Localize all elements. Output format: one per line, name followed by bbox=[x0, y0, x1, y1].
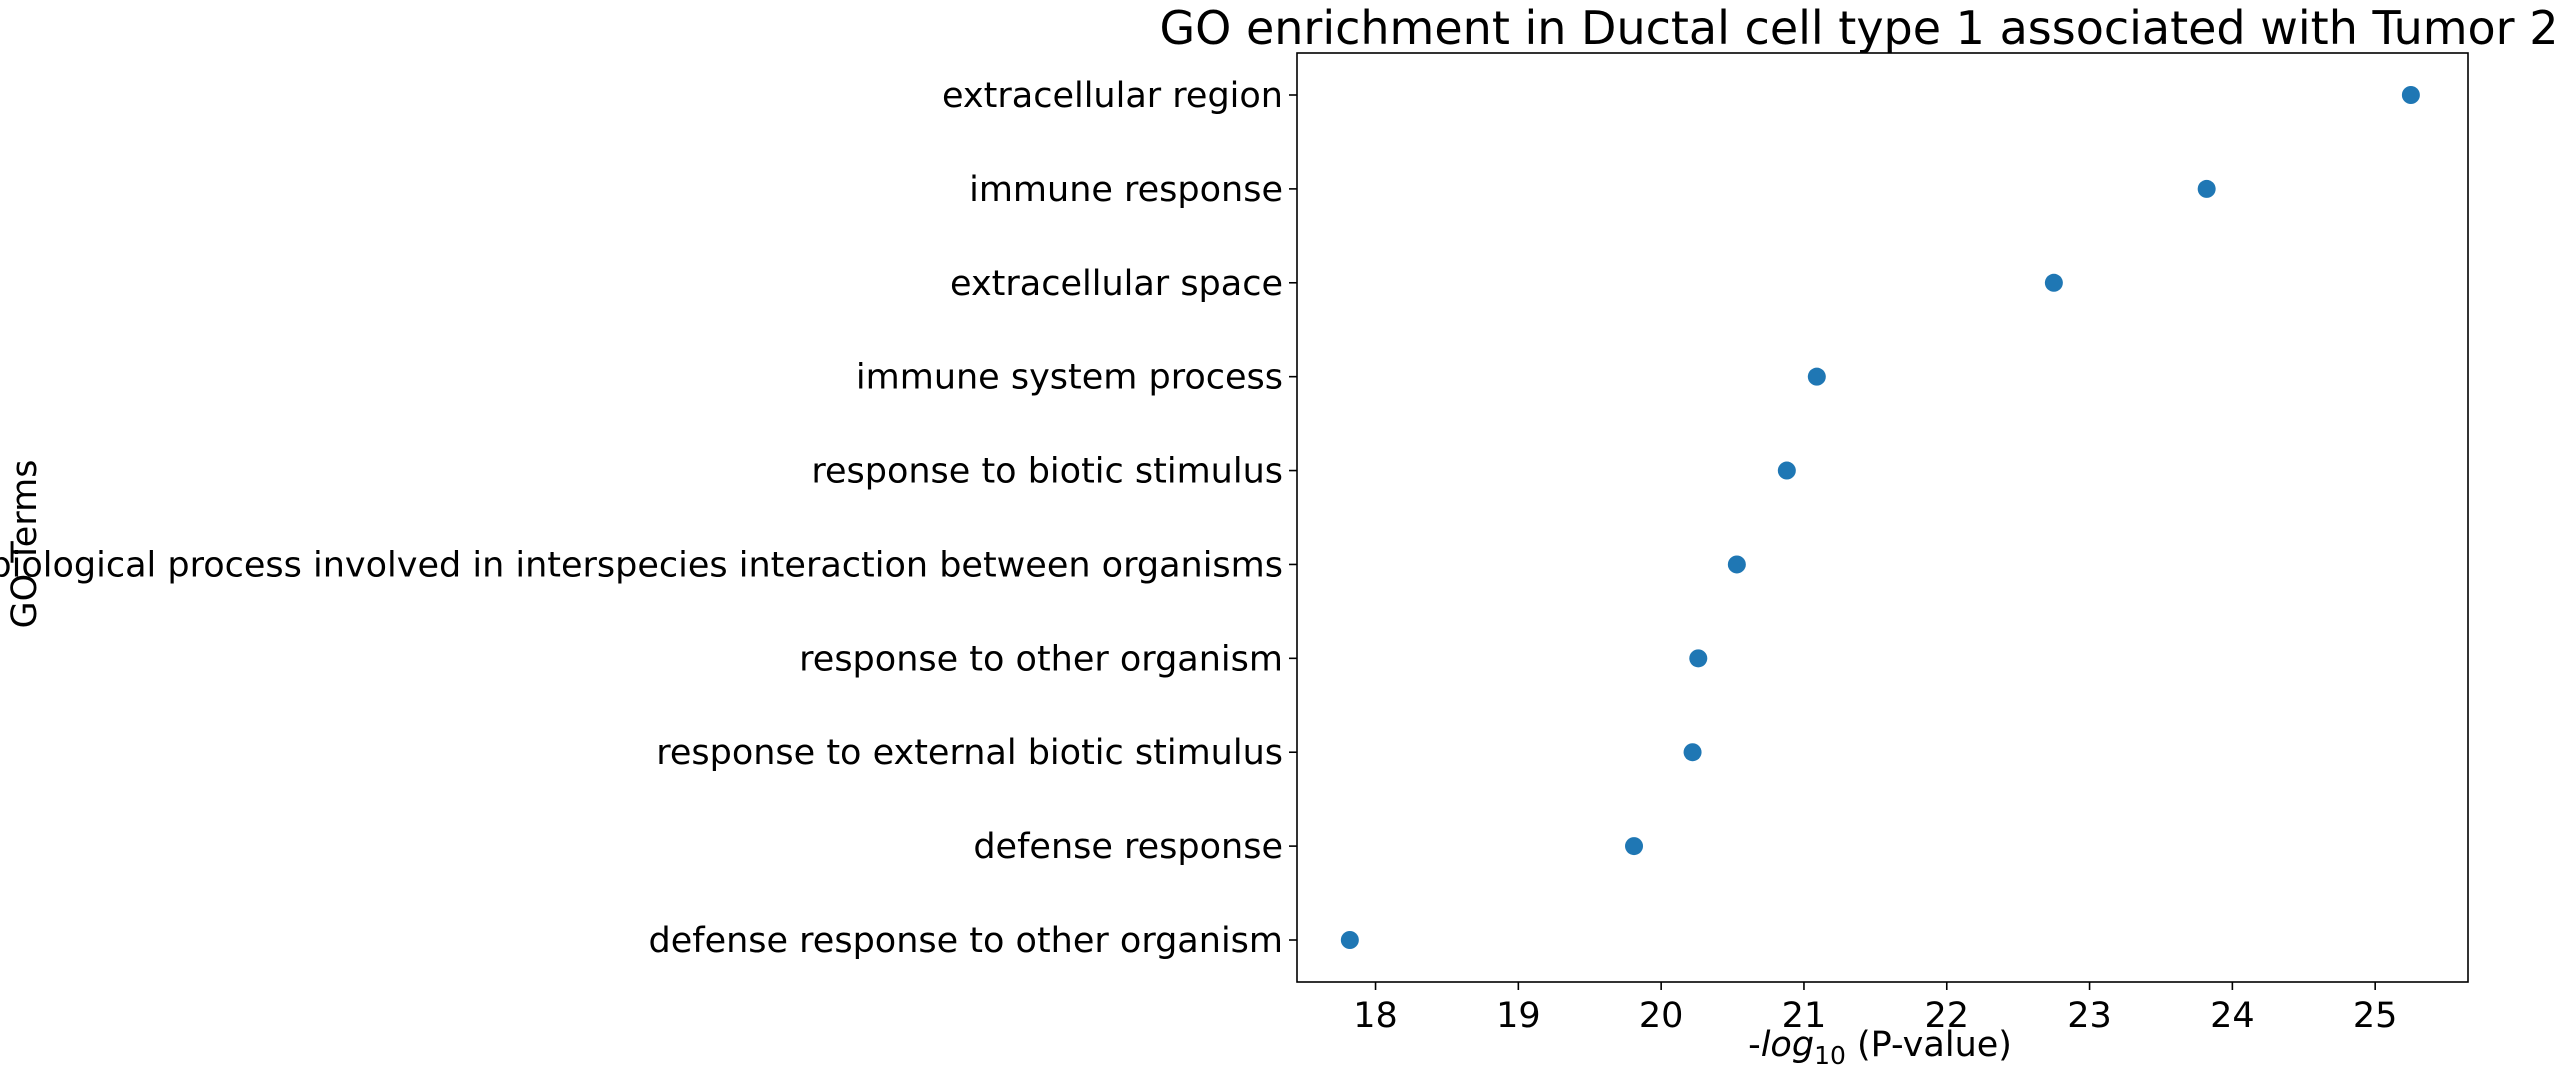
data-point bbox=[1340, 931, 1359, 949]
x-tick-label: 21 bbox=[1782, 996, 1827, 1036]
chart-title: GO enrichment in Ductal cell type 1 asso… bbox=[1159, 1, 2558, 55]
x-tick-label: 18 bbox=[1353, 996, 1398, 1036]
data-point bbox=[1625, 837, 1644, 856]
y-tick-label: extracellular space bbox=[950, 264, 1283, 304]
x-tick-label: 19 bbox=[1496, 996, 1541, 1036]
data-point bbox=[2044, 273, 2063, 292]
x-tick-label: 22 bbox=[1924, 996, 1969, 1036]
y-axis-label: GO Terms bbox=[5, 460, 45, 629]
x-axis-label-subscript: 10 bbox=[1814, 1041, 1846, 1070]
x-tick-label: 20 bbox=[1639, 996, 1684, 1036]
x-axis-label: -log10 (P-value) bbox=[1748, 1025, 2012, 1070]
data-point bbox=[2401, 86, 2420, 104]
y-tick-label: defense response bbox=[973, 827, 1283, 867]
y-tick-label: response to other organism bbox=[799, 639, 1283, 679]
data-point bbox=[1777, 461, 1796, 480]
y-tick-label: immune response bbox=[969, 170, 1283, 210]
x-axis-label-prefix: - bbox=[1748, 1025, 1761, 1065]
data-point bbox=[2197, 179, 2216, 198]
x-axis-label-log: log bbox=[1761, 1025, 1814, 1065]
x-tick-label: 23 bbox=[2067, 996, 2112, 1036]
x-tick-label: 24 bbox=[2210, 996, 2255, 1036]
y-tick-label: biological process involved in interspec… bbox=[0, 545, 1283, 585]
x-axis-label-suffix: (P-value) bbox=[1846, 1025, 2012, 1065]
plot-area bbox=[1296, 52, 2469, 983]
y-tick-label: response to external biotic stimulus bbox=[656, 733, 1283, 773]
y-tick-label: defense response to other organism bbox=[649, 921, 1284, 961]
data-point bbox=[1807, 367, 1826, 386]
plot-frame bbox=[1296, 52, 2469, 983]
x-axis: 18 19 20 21 22 23 24 25 bbox=[1353, 982, 2397, 1036]
y-tick-label: immune system process bbox=[856, 358, 1283, 398]
x-tick-label: 25 bbox=[2353, 996, 2398, 1036]
y-tick-label: response to biotic stimulus bbox=[811, 452, 1283, 492]
data-point bbox=[1683, 743, 1702, 762]
y-axis: extracellular region immune response extra… bbox=[0, 76, 1297, 961]
data-point bbox=[1727, 555, 1746, 574]
data-point bbox=[1689, 649, 1708, 668]
data-points bbox=[1340, 86, 2420, 949]
y-tick-label: extracellular region bbox=[942, 76, 1283, 116]
